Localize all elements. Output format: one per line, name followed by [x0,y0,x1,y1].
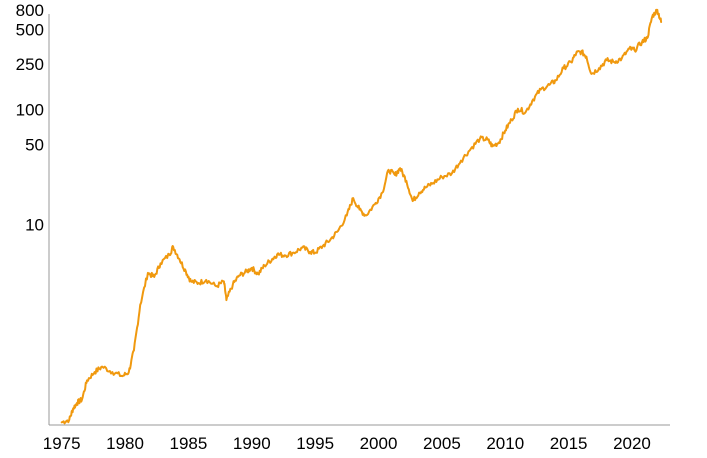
y-tick-label: 800 [16,1,44,20]
x-tick-label: 1975 [43,434,81,453]
x-axis: 1975 1980 1985 1990 1995 2000 2005 2010 2015 2020 [43,434,651,453]
x-tick-label: 2010 [486,434,524,453]
plot-area [60,8,663,425]
y-tick-label: 250 [16,55,44,74]
x-tick-label: 1990 [233,434,271,453]
x-tick-label: 2000 [360,434,398,453]
x-tick-label: 1985 [169,434,207,453]
y-tick-label: 100 [16,101,44,120]
x-tick-label: 1980 [106,434,144,453]
x-tick-label: 2015 [550,434,588,453]
y-tick-label: 50 [25,135,44,154]
x-tick-label: 2005 [423,434,461,453]
x-tick-label: 1995 [296,434,334,453]
series-line [60,8,663,425]
y-tick-label: 500 [16,20,44,39]
x-tick-label: 2020 [613,434,651,453]
y-tick-label: 10 [25,216,44,235]
